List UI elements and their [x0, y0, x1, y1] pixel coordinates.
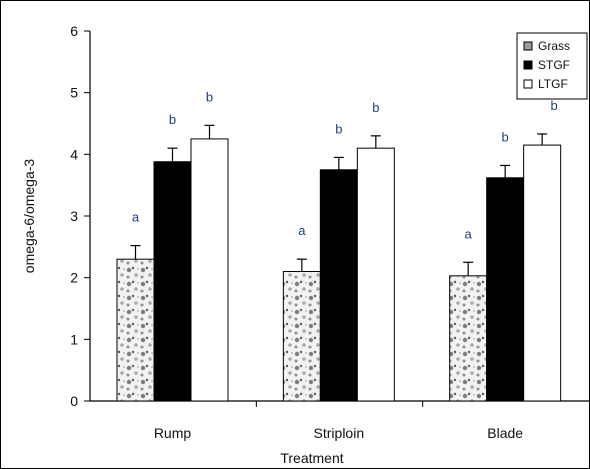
- bar: [282, 271, 321, 402]
- y-tick-label: 6: [70, 23, 78, 39]
- bar: [116, 258, 155, 402]
- bars: a b b a b b a b b: [116, 89, 562, 402]
- bar: [486, 177, 525, 402]
- y-tick-label: 2: [70, 270, 78, 286]
- bar: [523, 144, 562, 402]
- legend-label: LTGF: [538, 77, 568, 91]
- y-tick-label: 4: [70, 146, 78, 162]
- legend: Grass STGF LTGF: [516, 32, 588, 100]
- legend-swatch: [523, 41, 533, 51]
- y-axis-title: omega-6/omega-3: [21, 159, 37, 274]
- legend-label: STGF: [538, 58, 570, 72]
- significance-letter: a: [298, 223, 306, 238]
- significance-letter: b: [335, 121, 342, 136]
- significance-letter: a: [465, 226, 473, 241]
- y-tick-label: 5: [70, 85, 78, 101]
- legend-swatch: [523, 79, 533, 89]
- significance-letter: b: [206, 89, 213, 104]
- x-tick-label: Rump: [154, 425, 192, 441]
- x-axis-title: Treatment: [280, 450, 343, 466]
- significance-letter: b: [169, 112, 176, 127]
- legend-swatch: [523, 60, 533, 70]
- significance-letter: a: [132, 210, 140, 225]
- bar: [449, 275, 488, 402]
- significance-letter: b: [372, 100, 379, 115]
- legend-label: Grass: [538, 39, 570, 53]
- y-tick-label: 1: [70, 331, 78, 347]
- x-tick-label: Blade: [487, 425, 523, 441]
- y-tick-label: 3: [70, 208, 78, 224]
- y-axis: 0 1 2 3 4 5 6: [70, 23, 91, 409]
- bar: [190, 138, 229, 402]
- y-tick-label: 0: [70, 393, 78, 409]
- bar: [319, 169, 358, 402]
- significance-letter: b: [551, 98, 558, 113]
- bar: [356, 147, 395, 402]
- bar: [153, 161, 192, 402]
- x-tick-label: Striploin: [314, 425, 365, 441]
- significance-letter: b: [502, 129, 509, 144]
